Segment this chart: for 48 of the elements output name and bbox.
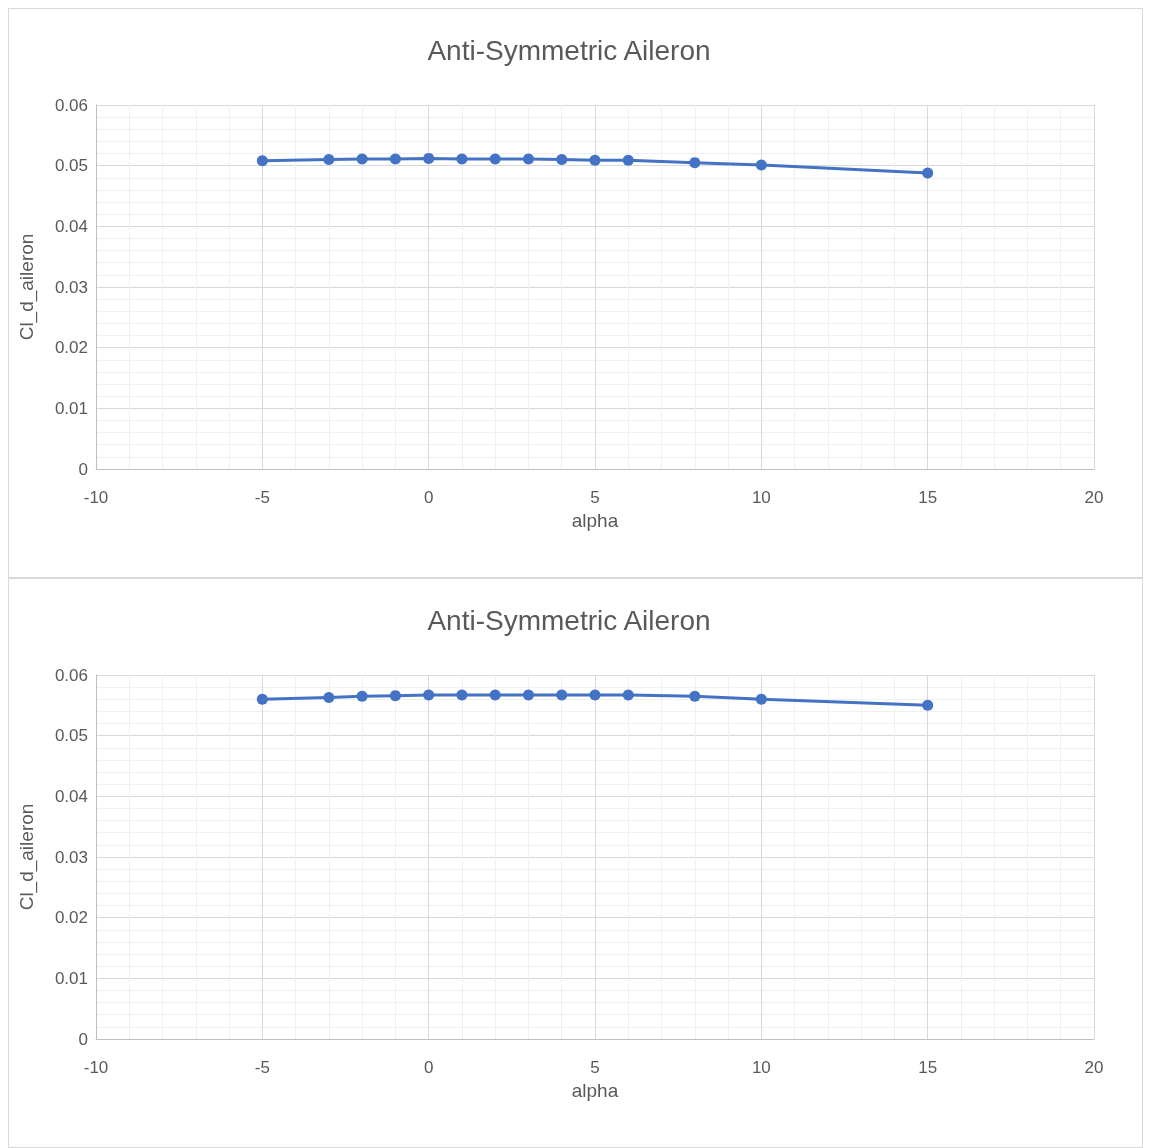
x-tick-label: 5 (590, 488, 600, 507)
point (489, 153, 501, 165)
x-tick-label: 15 (918, 1058, 938, 1077)
y-tick-label: 0.02 (54, 338, 88, 358)
point (256, 155, 268, 167)
y-tick-label: 0.05 (54, 726, 88, 746)
point (522, 153, 534, 165)
y-tick-label: 0.04 (54, 216, 88, 236)
y-tick-label: 0.05 (54, 156, 88, 176)
point (423, 152, 435, 164)
y-axis-title: Cl_d_aileron (16, 803, 38, 911)
point (689, 157, 701, 169)
x-tick-label: 0 (423, 1058, 434, 1077)
y-tick-label: 0.01 (54, 398, 88, 418)
point (356, 153, 368, 165)
y-tick-label: 0.06 (54, 665, 88, 685)
y-tick-label: 0.03 (54, 847, 88, 867)
y-axis-title: Cl_d_aileron (16, 233, 38, 341)
y-tick-label: 0.03 (54, 277, 88, 297)
x-tick-label: 5 (590, 1058, 600, 1077)
x-axis-title: alpha (571, 1079, 619, 1101)
x-tick-label: 10 (751, 1058, 771, 1077)
x-axis-title: alpha (571, 509, 619, 531)
point (323, 154, 335, 166)
x-tick-label: 10 (751, 488, 771, 507)
chart-title: Anti-Symmetric Aileron (427, 604, 711, 636)
x-tick-label: 20 (1084, 488, 1104, 507)
point (755, 159, 767, 171)
y-tick-label: 0.01 (54, 968, 88, 988)
x-tick-label: 0 (423, 488, 434, 507)
x-tick-label: -10 (83, 1058, 109, 1077)
point (456, 153, 468, 165)
point (922, 167, 934, 179)
point (389, 153, 401, 165)
point (556, 154, 568, 166)
chart-title: Anti-Symmetric Aileron (427, 34, 711, 66)
x-tick-label: 20 (1084, 1058, 1104, 1077)
x-tick-label: -5 (254, 1058, 270, 1077)
y-tick-label: 0 (78, 1029, 88, 1049)
x-tick-label: -5 (254, 488, 270, 507)
x-tick-label: -10 (83, 488, 109, 507)
y-tick-label: 0 (78, 459, 88, 479)
y-tick-label: 0.02 (54, 908, 88, 928)
y-tick-label: 0.04 (54, 786, 88, 806)
x-tick-label: 15 (918, 488, 938, 507)
y-tick-label: 0.06 (54, 95, 88, 115)
point (622, 154, 634, 166)
point (589, 154, 601, 166)
